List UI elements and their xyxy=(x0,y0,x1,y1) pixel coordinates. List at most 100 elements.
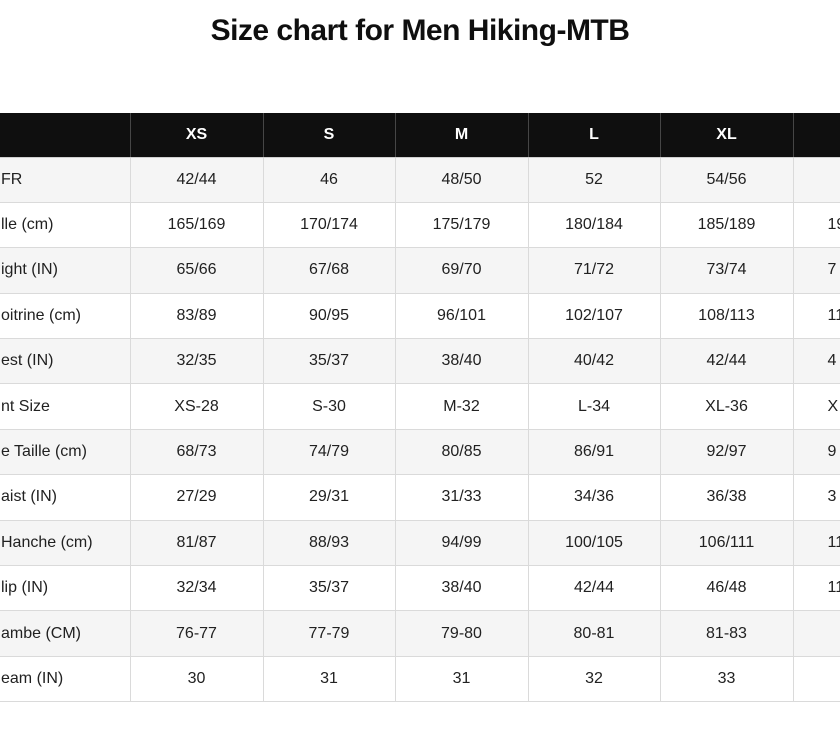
size-value-cell: XS-28 xyxy=(129,383,263,430)
size-value-cell: 31/33 xyxy=(394,474,528,521)
table-row: FR 42/44 46 48/50 52 54/56 xyxy=(0,157,840,203)
size-value-cell: 73/74 xyxy=(659,247,793,294)
size-value-cell: 32/34 xyxy=(129,565,263,611)
size-value-cell: 106/111 xyxy=(659,519,793,566)
size-table-body: FR 42/44 46 48/50 52 54/56 lle (cm) 165/169 170/… xyxy=(0,157,840,703)
table-row: eam (IN) 30 31 31 32 33 xyxy=(0,655,840,703)
size-value-cell: 40/42 xyxy=(527,338,660,384)
clipped-value-cell: 11 xyxy=(792,519,840,566)
size-value-cell: 90/95 xyxy=(262,292,395,339)
size-value-cell: 34/36 xyxy=(527,474,660,521)
clipped-value-cell xyxy=(792,157,840,203)
size-value-cell: 71/72 xyxy=(527,247,660,294)
row-label-cell: ambe (CM) xyxy=(0,610,130,657)
size-value-cell: 80/85 xyxy=(394,428,528,475)
clipped-value-cell: 11 xyxy=(792,565,840,611)
row-label-cell: oitrine (cm) xyxy=(0,292,130,339)
size-header-row: XS S M L XL xyxy=(0,113,840,158)
size-value-cell: 33 xyxy=(659,655,793,703)
clipped-value-cell: 4 xyxy=(792,338,840,384)
row-label-cell: eam (IN) xyxy=(0,655,130,703)
size-column-header: XL xyxy=(659,113,793,158)
clipped-value-cell xyxy=(792,610,840,657)
size-value-cell: 67/68 xyxy=(262,247,395,294)
table-row: e Taille (cm) 68/73 74/79 80/85 86/91 92/97 9 xyxy=(0,428,840,475)
table-row: lle (cm) 165/169 170/174 175/179 180/184 185/… xyxy=(0,201,840,248)
row-label-cell: e Taille (cm) xyxy=(0,428,130,475)
table-row: aist (IN) 27/29 29/31 31/33 34/36 36/38 3 xyxy=(0,474,840,521)
size-value-cell: 68/73 xyxy=(129,428,263,475)
size-value-cell: 86/91 xyxy=(527,428,660,475)
size-value-cell: 185/189 xyxy=(659,201,793,248)
size-value-cell: 42/44 xyxy=(129,157,263,203)
row-label-cell: Hanche (cm) xyxy=(0,519,130,566)
size-column-header: L xyxy=(527,113,660,158)
size-value-cell: 65/66 xyxy=(129,247,263,294)
size-column-header: XS xyxy=(129,113,263,158)
size-value-cell: 180/184 xyxy=(527,201,660,248)
clipped-value-cell: 19 xyxy=(792,201,840,248)
size-value-cell: 79-80 xyxy=(394,610,528,657)
row-label-cell: nt Size xyxy=(0,383,130,430)
size-value-cell: 35/37 xyxy=(262,338,395,384)
size-value-cell: 31 xyxy=(394,655,528,703)
size-value-cell: 31 xyxy=(262,655,395,703)
clipped-value-cell: 11 xyxy=(792,292,840,339)
row-label-cell: lip (IN) xyxy=(0,565,130,611)
size-value-cell: 46/48 xyxy=(659,565,793,611)
clipped-value-cell: 9 xyxy=(792,428,840,475)
table-row: ight (IN) 65/66 67/68 69/70 71/72 73/74 7 xyxy=(0,247,840,294)
size-value-cell: S-30 xyxy=(262,383,395,430)
clipped-value-cell xyxy=(792,655,840,703)
corner-header-cell xyxy=(0,113,130,158)
size-value-cell: M-32 xyxy=(394,383,528,430)
size-value-cell: 80-81 xyxy=(527,610,660,657)
clipped-value-cell: X xyxy=(792,383,840,430)
size-value-cell: 54/56 xyxy=(659,157,793,203)
clipped-column-header xyxy=(792,113,840,158)
size-value-cell: 108/113 xyxy=(659,292,793,339)
size-value-cell: 52 xyxy=(527,157,660,203)
clipped-value-cell: 3 xyxy=(792,474,840,521)
row-label-cell: lle (cm) xyxy=(0,201,130,248)
size-value-cell: 42/44 xyxy=(659,338,793,384)
size-value-cell: 32/35 xyxy=(129,338,263,384)
size-value-cell: 92/97 xyxy=(659,428,793,475)
row-label-cell: est (IN) xyxy=(0,338,130,384)
size-value-cell: L-34 xyxy=(527,383,660,430)
size-value-cell: 29/31 xyxy=(262,474,395,521)
size-chart-table: XS S M L XL FR 42/44 46 48/50 52 54/56 lle (cm) 165… xyxy=(0,113,840,703)
size-value-cell: 48/50 xyxy=(394,157,528,203)
table-row: nt Size XS-28 S-30 M-32 L-34 XL-36 X xyxy=(0,383,840,430)
size-value-cell: 32 xyxy=(527,655,660,703)
size-value-cell: 81-83 xyxy=(659,610,793,657)
clipped-value-cell: 7 xyxy=(792,247,840,294)
size-value-cell: 74/79 xyxy=(262,428,395,475)
size-value-cell: 30 xyxy=(129,655,263,703)
size-value-cell: 27/29 xyxy=(129,474,263,521)
size-value-cell: 83/89 xyxy=(129,292,263,339)
size-value-cell: 38/40 xyxy=(394,565,528,611)
size-value-cell: XL-36 xyxy=(659,383,793,430)
size-value-cell: 46 xyxy=(262,157,395,203)
size-value-cell: 77-79 xyxy=(262,610,395,657)
size-value-cell: 76-77 xyxy=(129,610,263,657)
table-row: ambe (CM) 76-77 77-79 79-80 80-81 81-83 xyxy=(0,610,840,657)
size-value-cell: 94/99 xyxy=(394,519,528,566)
size-value-cell: 42/44 xyxy=(527,565,660,611)
size-column-header: M xyxy=(394,113,528,158)
row-label-cell: aist (IN) xyxy=(0,474,130,521)
size-value-cell: 35/37 xyxy=(262,565,395,611)
table-row: est (IN) 32/35 35/37 38/40 40/42 42/44 4 xyxy=(0,338,840,384)
size-value-cell: 100/105 xyxy=(527,519,660,566)
row-label-cell: ight (IN) xyxy=(0,247,130,294)
size-value-cell: 88/93 xyxy=(262,519,395,566)
table-row: Hanche (cm) 81/87 88/93 94/99 100/105 106/111… xyxy=(0,519,840,566)
page-title: Size chart for Men Hiking-MTB xyxy=(210,14,630,47)
size-value-cell: 165/169 xyxy=(129,201,263,248)
row-label-cell: FR xyxy=(1,170,23,188)
size-value-cell: 36/38 xyxy=(659,474,793,521)
size-value-cell: 38/40 xyxy=(394,338,528,384)
